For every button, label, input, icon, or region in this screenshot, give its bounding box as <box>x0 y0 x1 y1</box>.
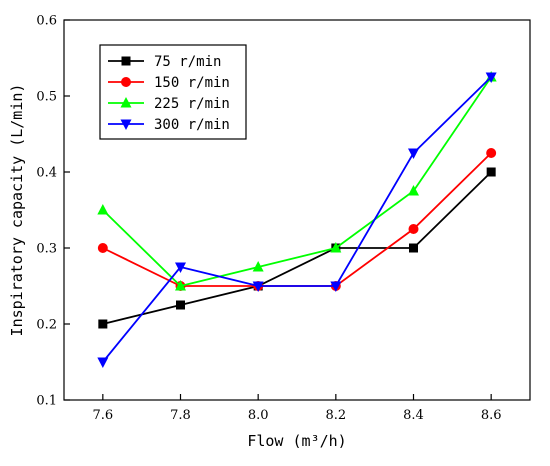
data-point <box>175 280 186 291</box>
series-1 <box>98 167 496 329</box>
y-axis: 0.1 0.2 0.3 0.4 0.5 0.6 <box>36 14 70 409</box>
data-point <box>98 319 108 329</box>
y-tick-label: 0.1 <box>36 394 57 409</box>
series-4 <box>97 72 497 368</box>
legend-label: 300 r/min <box>154 117 230 133</box>
data-point <box>486 148 497 158</box>
y-tick-label: 0.3 <box>36 242 57 257</box>
legend-marker <box>121 56 131 66</box>
legend-entry: 150 r/min <box>108 75 230 91</box>
legend: 75 r/min 150 r/min 225 r/min 300 r/min <box>99 44 247 140</box>
data-point <box>97 357 109 368</box>
x-tick-label: 8.2 <box>325 408 346 423</box>
series-line <box>102 171 492 325</box>
series-line <box>102 76 492 363</box>
y-tick-label: 0.4 <box>36 166 57 181</box>
data-point <box>175 262 186 273</box>
x-tick-label: 8.0 <box>248 408 269 423</box>
plot-frame <box>63 19 531 401</box>
x-tick-label: 8.6 <box>481 408 502 423</box>
legend-marker <box>120 119 132 130</box>
x-axis-title: Flow (m³/h) <box>247 432 346 450</box>
data-point <box>330 242 342 253</box>
data-point <box>485 72 497 83</box>
series-line <box>102 76 492 287</box>
x-tick-label: 7.8 <box>170 408 191 423</box>
x-tick-label: 7.6 <box>92 408 113 423</box>
data-point <box>330 281 342 292</box>
legend-entry: 75 r/min <box>108 54 221 70</box>
legend-marker <box>120 97 132 108</box>
x-axis: 7.6 7.8 8.0 8.2 8.4 8.6 <box>92 394 502 423</box>
legend-entry: 300 r/min <box>108 117 230 133</box>
series-layer <box>97 71 497 368</box>
x-tick-label: 8.4 <box>403 408 424 423</box>
data-point <box>97 243 108 253</box>
legend-label: 150 r/min <box>154 75 230 91</box>
series-2 <box>97 148 497 291</box>
legend-label: 225 r/min <box>154 96 230 112</box>
data-point <box>176 300 185 310</box>
y-axis-title: Inspiratory capacity (L/min) <box>8 84 26 337</box>
data-point <box>252 261 264 272</box>
data-point <box>408 148 419 159</box>
data-point <box>409 243 418 253</box>
y-tick-label: 0.6 <box>36 14 57 29</box>
data-point <box>252 281 264 292</box>
data-point <box>97 204 109 215</box>
data-point <box>408 185 419 196</box>
legend-entry: 225 r/min <box>108 96 230 112</box>
data-point <box>408 224 419 234</box>
legend-marker <box>121 77 131 87</box>
data-point <box>486 167 496 177</box>
legend-label: 75 r/min <box>154 54 221 70</box>
y-tick-label: 0.5 <box>36 90 57 105</box>
y-tick-label: 0.2 <box>36 318 57 333</box>
